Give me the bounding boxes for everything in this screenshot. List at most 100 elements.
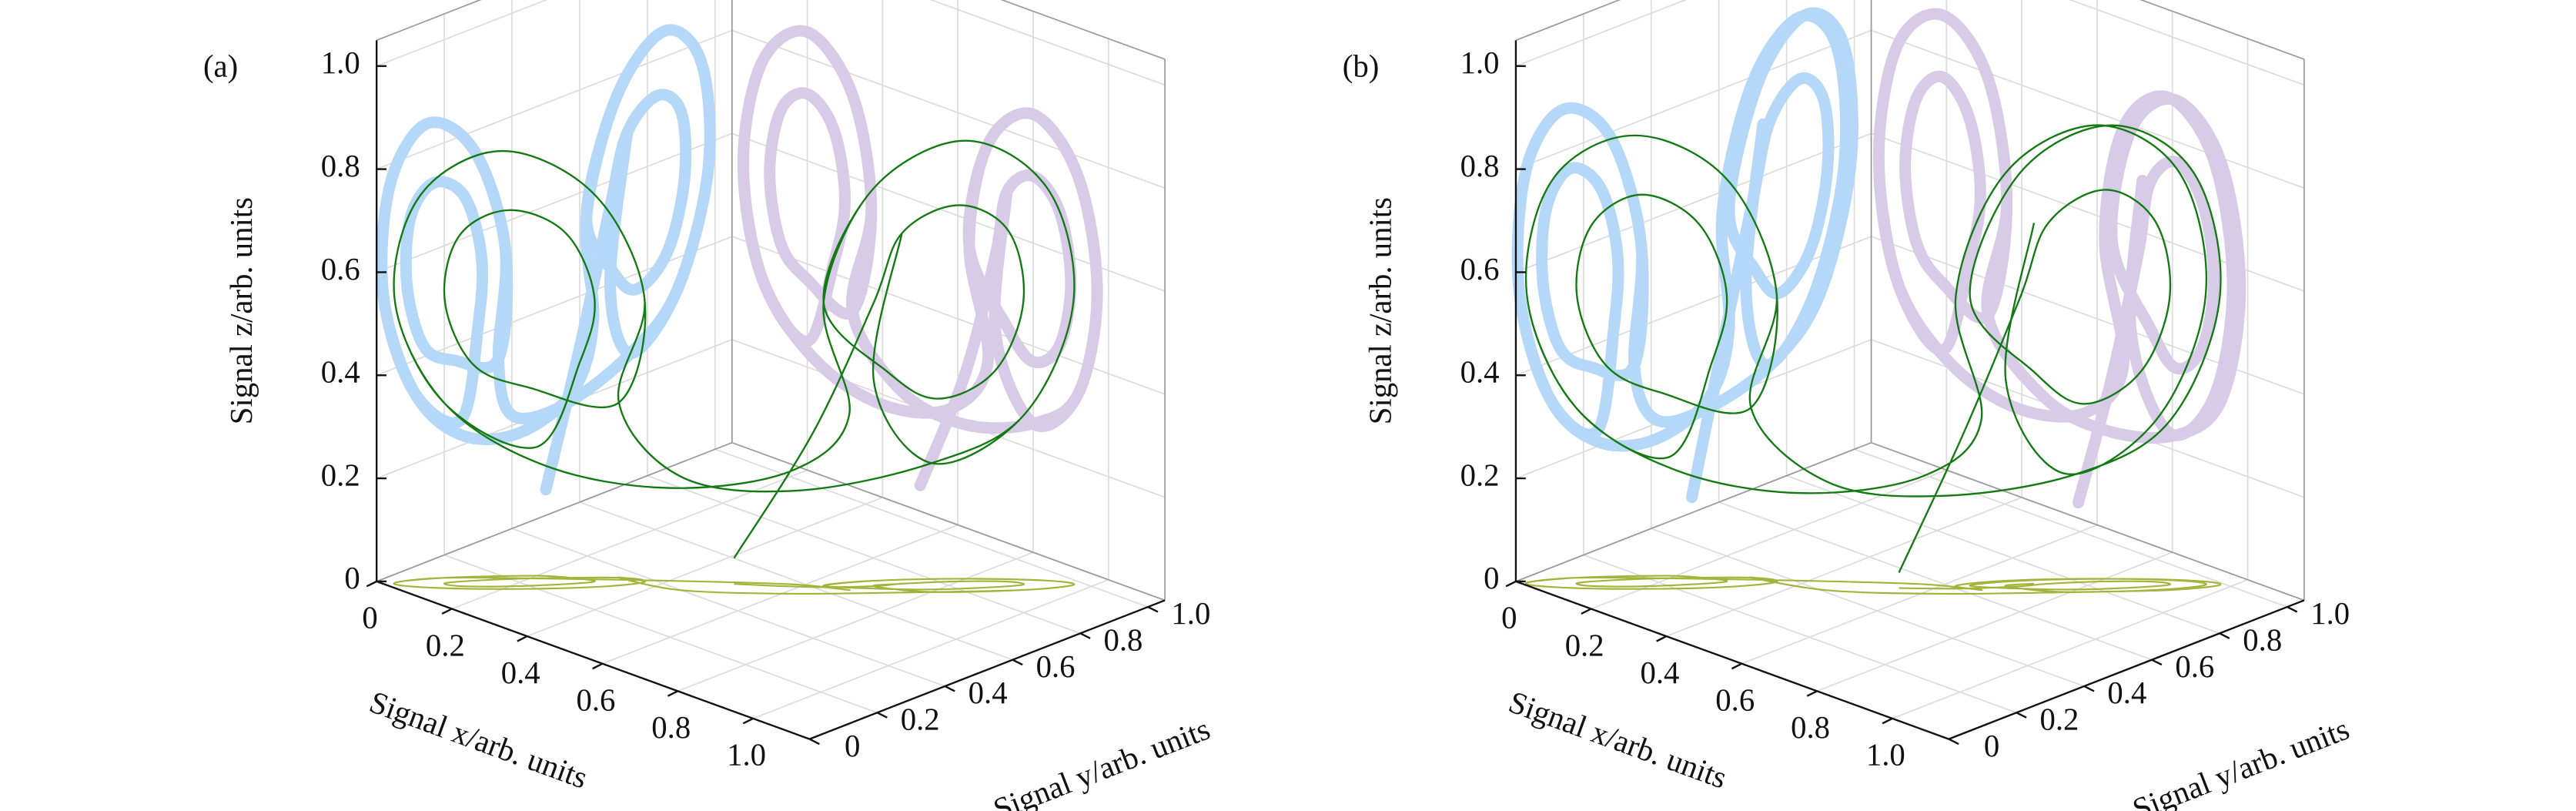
- x-tick: [517, 635, 528, 642]
- y-tick-label: 0.6: [2175, 649, 2214, 684]
- z-tick-label: 0.6: [321, 252, 360, 287]
- pane-edge: [1871, 441, 2305, 602]
- grid-line: [376, 132, 733, 273]
- x-tick-label: 0.6: [1715, 683, 1755, 718]
- grid-line: [1515, 29, 1872, 170]
- z-tick-label: 0.6: [1460, 252, 1500, 287]
- y-tick-label: 0.8: [2243, 623, 2282, 658]
- y-tick: [944, 685, 955, 692]
- y-tick-label: 0.4: [969, 675, 1008, 710]
- grid-line: [511, 528, 945, 687]
- projection-yz: [1511, 7, 1858, 504]
- y-axis: [1948, 599, 2305, 740]
- trajectory: [1524, 124, 2222, 574]
- x-tick-label: 0.2: [1565, 628, 1604, 662]
- pane-edge: [376, 0, 482, 42]
- grid-line: [1651, 528, 2085, 687]
- pane-edge: [1000, 0, 1166, 60]
- y-tick: [1012, 659, 1023, 666]
- grid-line: [1816, 551, 2173, 692]
- projection-xz: [1872, 8, 2246, 509]
- grid-line: [1871, 29, 2305, 189]
- z-tick-label: 0.2: [321, 457, 360, 492]
- y-tick-label: 0: [845, 729, 860, 763]
- z-tick-label: 0.8: [1460, 149, 1500, 183]
- y-tick: [2083, 685, 2095, 692]
- pane-edge: [2139, 0, 2305, 60]
- grid-line: [443, 554, 878, 714]
- x-tick: [441, 608, 453, 615]
- y-tick: [2287, 605, 2298, 613]
- x-tick-label: 1.0: [1866, 738, 1905, 772]
- grid-line: [527, 497, 883, 637]
- x-tick-label: 0.4: [501, 655, 540, 690]
- x-axis: [1515, 580, 1949, 740]
- y-tick-label: 0: [1984, 729, 1999, 763]
- grid-line: [1515, 132, 1872, 273]
- z-tick-label: 1.0: [1460, 45, 1500, 80]
- y-tick: [2219, 632, 2230, 639]
- grid-line: [1583, 554, 2017, 714]
- x-axis: [376, 580, 810, 740]
- y-axis-title: Signal y/arb. units: [2128, 712, 2354, 811]
- z-tick-label: 0: [1484, 561, 1499, 595]
- y-tick-label: 0.4: [2107, 675, 2146, 710]
- y-tick-label: 1.0: [2310, 596, 2350, 631]
- z-tick-label: 0.4: [1460, 355, 1500, 390]
- x-tick: [742, 717, 754, 725]
- z-tick-label: 0: [344, 561, 360, 595]
- grid-line: [1718, 501, 2153, 661]
- grid-line: [1515, 0, 1688, 67]
- y-axis-title: Signal y/arb. units: [989, 712, 1215, 811]
- pane-edge: [731, 441, 1166, 602]
- y-tick: [2151, 659, 2163, 666]
- y-tick-label: 0.2: [2039, 702, 2079, 737]
- projection-xy: [1525, 575, 2222, 595]
- x-tick-label: 0.6: [577, 683, 616, 718]
- z-tick-label: 0.8: [321, 149, 360, 183]
- panel: 0 0.2 0.4 0.6 0.8 1.0 0 0.2 0.4 0.6 0.8 1.0 0 0.2 0.4 0…: [1343, 0, 2354, 811]
- y-tick-label: 0.2: [901, 702, 940, 737]
- grid-line: [731, 29, 1166, 189]
- grid-line: [2069, 0, 2305, 86]
- y-tick: [1147, 605, 1159, 613]
- projection-xy: [393, 575, 1076, 595]
- z-axis-title: Signal z/arb. units: [224, 197, 259, 424]
- y-tick: [2016, 712, 2027, 719]
- projection-yz: [376, 24, 716, 496]
- pane-edge: [1515, 441, 1872, 582]
- y-tick: [876, 712, 888, 719]
- x-tick: [1581, 608, 1592, 615]
- x-tick: [1731, 662, 1742, 670]
- grid-line: [677, 551, 1034, 692]
- z-tick-label: 1.0: [321, 45, 360, 80]
- z-tick-label: 0.2: [1460, 457, 1500, 492]
- x-tick-label: 0.2: [426, 628, 465, 662]
- x-tick: [366, 580, 377, 588]
- x-tick: [1656, 635, 1668, 642]
- z-axis-title: Signal z/arb. units: [1363, 197, 1398, 424]
- grid-line: [929, 0, 1166, 86]
- y-tick-label: 0.6: [1036, 649, 1076, 684]
- x-tick: [1882, 717, 1893, 725]
- z-tick-label: 0.4: [321, 355, 360, 390]
- grid-line: [1786, 474, 2220, 635]
- x-axis-title: Signal x/arb. units: [365, 685, 592, 796]
- grid-line: [376, 29, 733, 170]
- y-tick: [1948, 738, 1959, 746]
- pane-edge: [376, 441, 733, 582]
- trajectory: [393, 139, 1076, 559]
- x-tick: [1806, 690, 1818, 697]
- x-tick: [667, 690, 678, 697]
- x-tick: [592, 662, 604, 670]
- y-tick-label: 0.8: [1104, 623, 1143, 658]
- y-tick: [1079, 632, 1091, 639]
- y-axis: [809, 599, 1166, 740]
- panel: 0 0.2 0.4 0.6 0.8 1.0 0 0.2 0.4 0.6 0.8 1.0 0 0.2 0.4 0…: [203, 0, 1215, 811]
- grid-line: [1666, 497, 2022, 637]
- y-tick-label: 1.0: [1171, 596, 1210, 631]
- y-tick: [808, 738, 820, 746]
- x-tick-label: 0: [1501, 601, 1517, 635]
- x-tick-label: 0.8: [1791, 710, 1830, 745]
